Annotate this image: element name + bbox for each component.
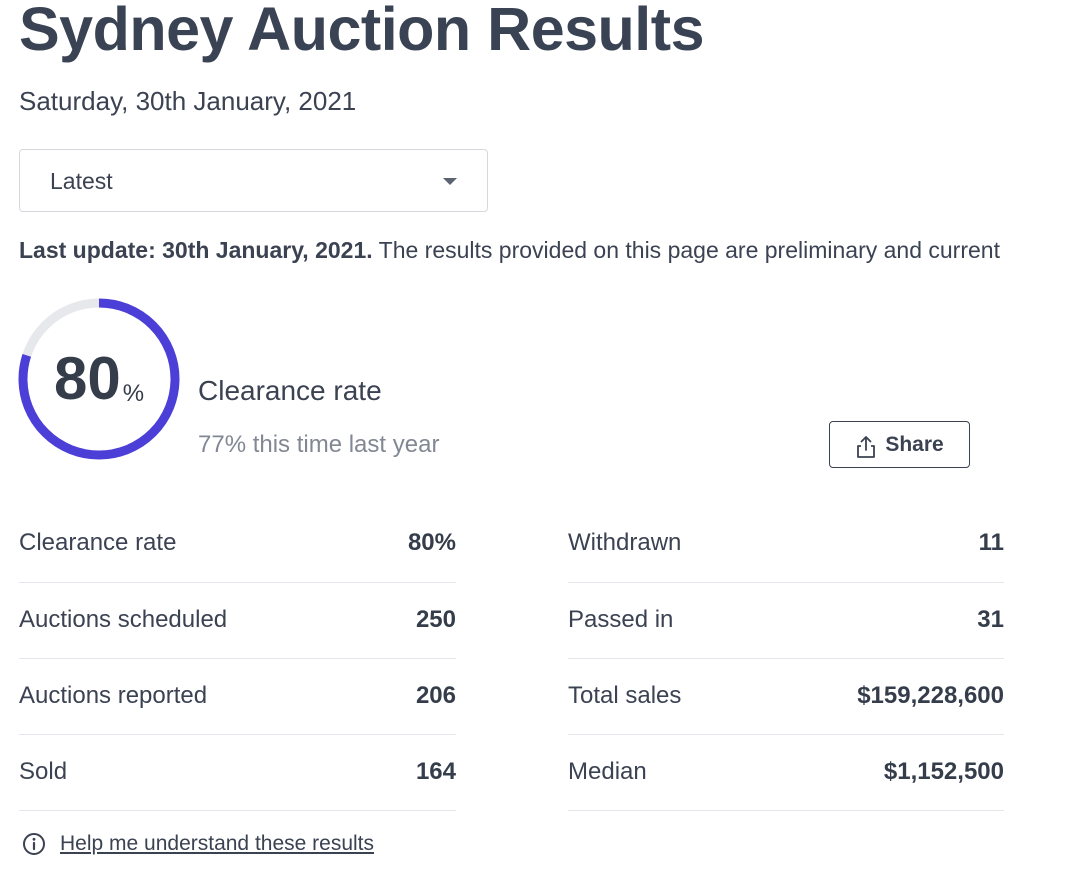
clearance-ring-text: 80 % [18,298,180,460]
stats-table-left: Clearance rate 80% Auctions scheduled 25… [19,506,456,811]
stat-label: Auctions reported [19,681,208,709]
share-button[interactable]: Share [829,421,970,468]
stat-row-auctions-scheduled: Auctions scheduled 250 [19,583,456,659]
stat-value: 206 [415,681,456,709]
clearance-rate-value: 80 [53,345,121,412]
stat-value: $1,152,500 [883,757,1004,785]
stat-row-total-sales: Total sales $159,228,600 [568,659,1004,735]
stat-label: Median [568,757,647,785]
stat-row-withdrawn: Withdrawn 11 [568,506,1004,583]
stat-value: 250 [415,605,456,633]
stat-row-median: Median $1,152,500 [568,735,1004,811]
stat-value: 80% [407,529,456,556]
stat-label: Sold [19,757,68,785]
stat-value: 11 [978,529,1004,556]
share-label: Share [885,432,944,456]
results-date: Saturday, 30th January, 2021 [19,86,357,116]
page-title: Sydney Auction Results [19,0,705,63]
clearance-rate-label: Clearance rate [198,375,382,406]
update-label: Last update: 30th January, 2021. [19,237,373,263]
stat-row-clearance-rate: Clearance rate 80% [19,506,456,583]
update-text: The results provided on this page are pr… [378,237,1000,263]
stats-table-right: Withdrawn 11 Passed in 31 Total sales $1… [568,506,1004,811]
clearance-rate-comparison: 77% this time last year [198,431,440,458]
clearance-ring-graphic [18,298,180,460]
stat-label: Passed in [568,605,674,633]
share-icon [857,435,876,458]
help-link-label[interactable]: Help me understand these results [60,832,375,855]
stat-value: 164 [415,757,456,785]
clearance-rate-unit: % [122,380,145,407]
info-icon [23,833,45,855]
update-notice: Last update: 30th January, 2021. The res… [19,237,1000,264]
stat-row-sold: Sold 164 [19,735,456,811]
stat-label: Withdrawn [568,529,682,556]
stat-row-auctions-reported: Auctions reported 206 [19,659,456,735]
chevron-down-icon [443,178,457,185]
period-select-value: Latest [50,168,113,194]
stat-label: Clearance rate [19,529,177,556]
help-link[interactable]: Help me understand these results [22,832,374,856]
stat-value: 31 [977,605,1004,633]
stat-value: $159,228,600 [857,681,1004,709]
clearance-ring-progress [18,298,180,460]
stat-label: Auctions scheduled [19,605,228,633]
stat-row-passed-in: Passed in 31 [568,583,1004,659]
stat-label: Total sales [568,681,682,709]
clearance-ring: 80 % [18,298,180,460]
period-select[interactable]: Latest [19,149,488,212]
